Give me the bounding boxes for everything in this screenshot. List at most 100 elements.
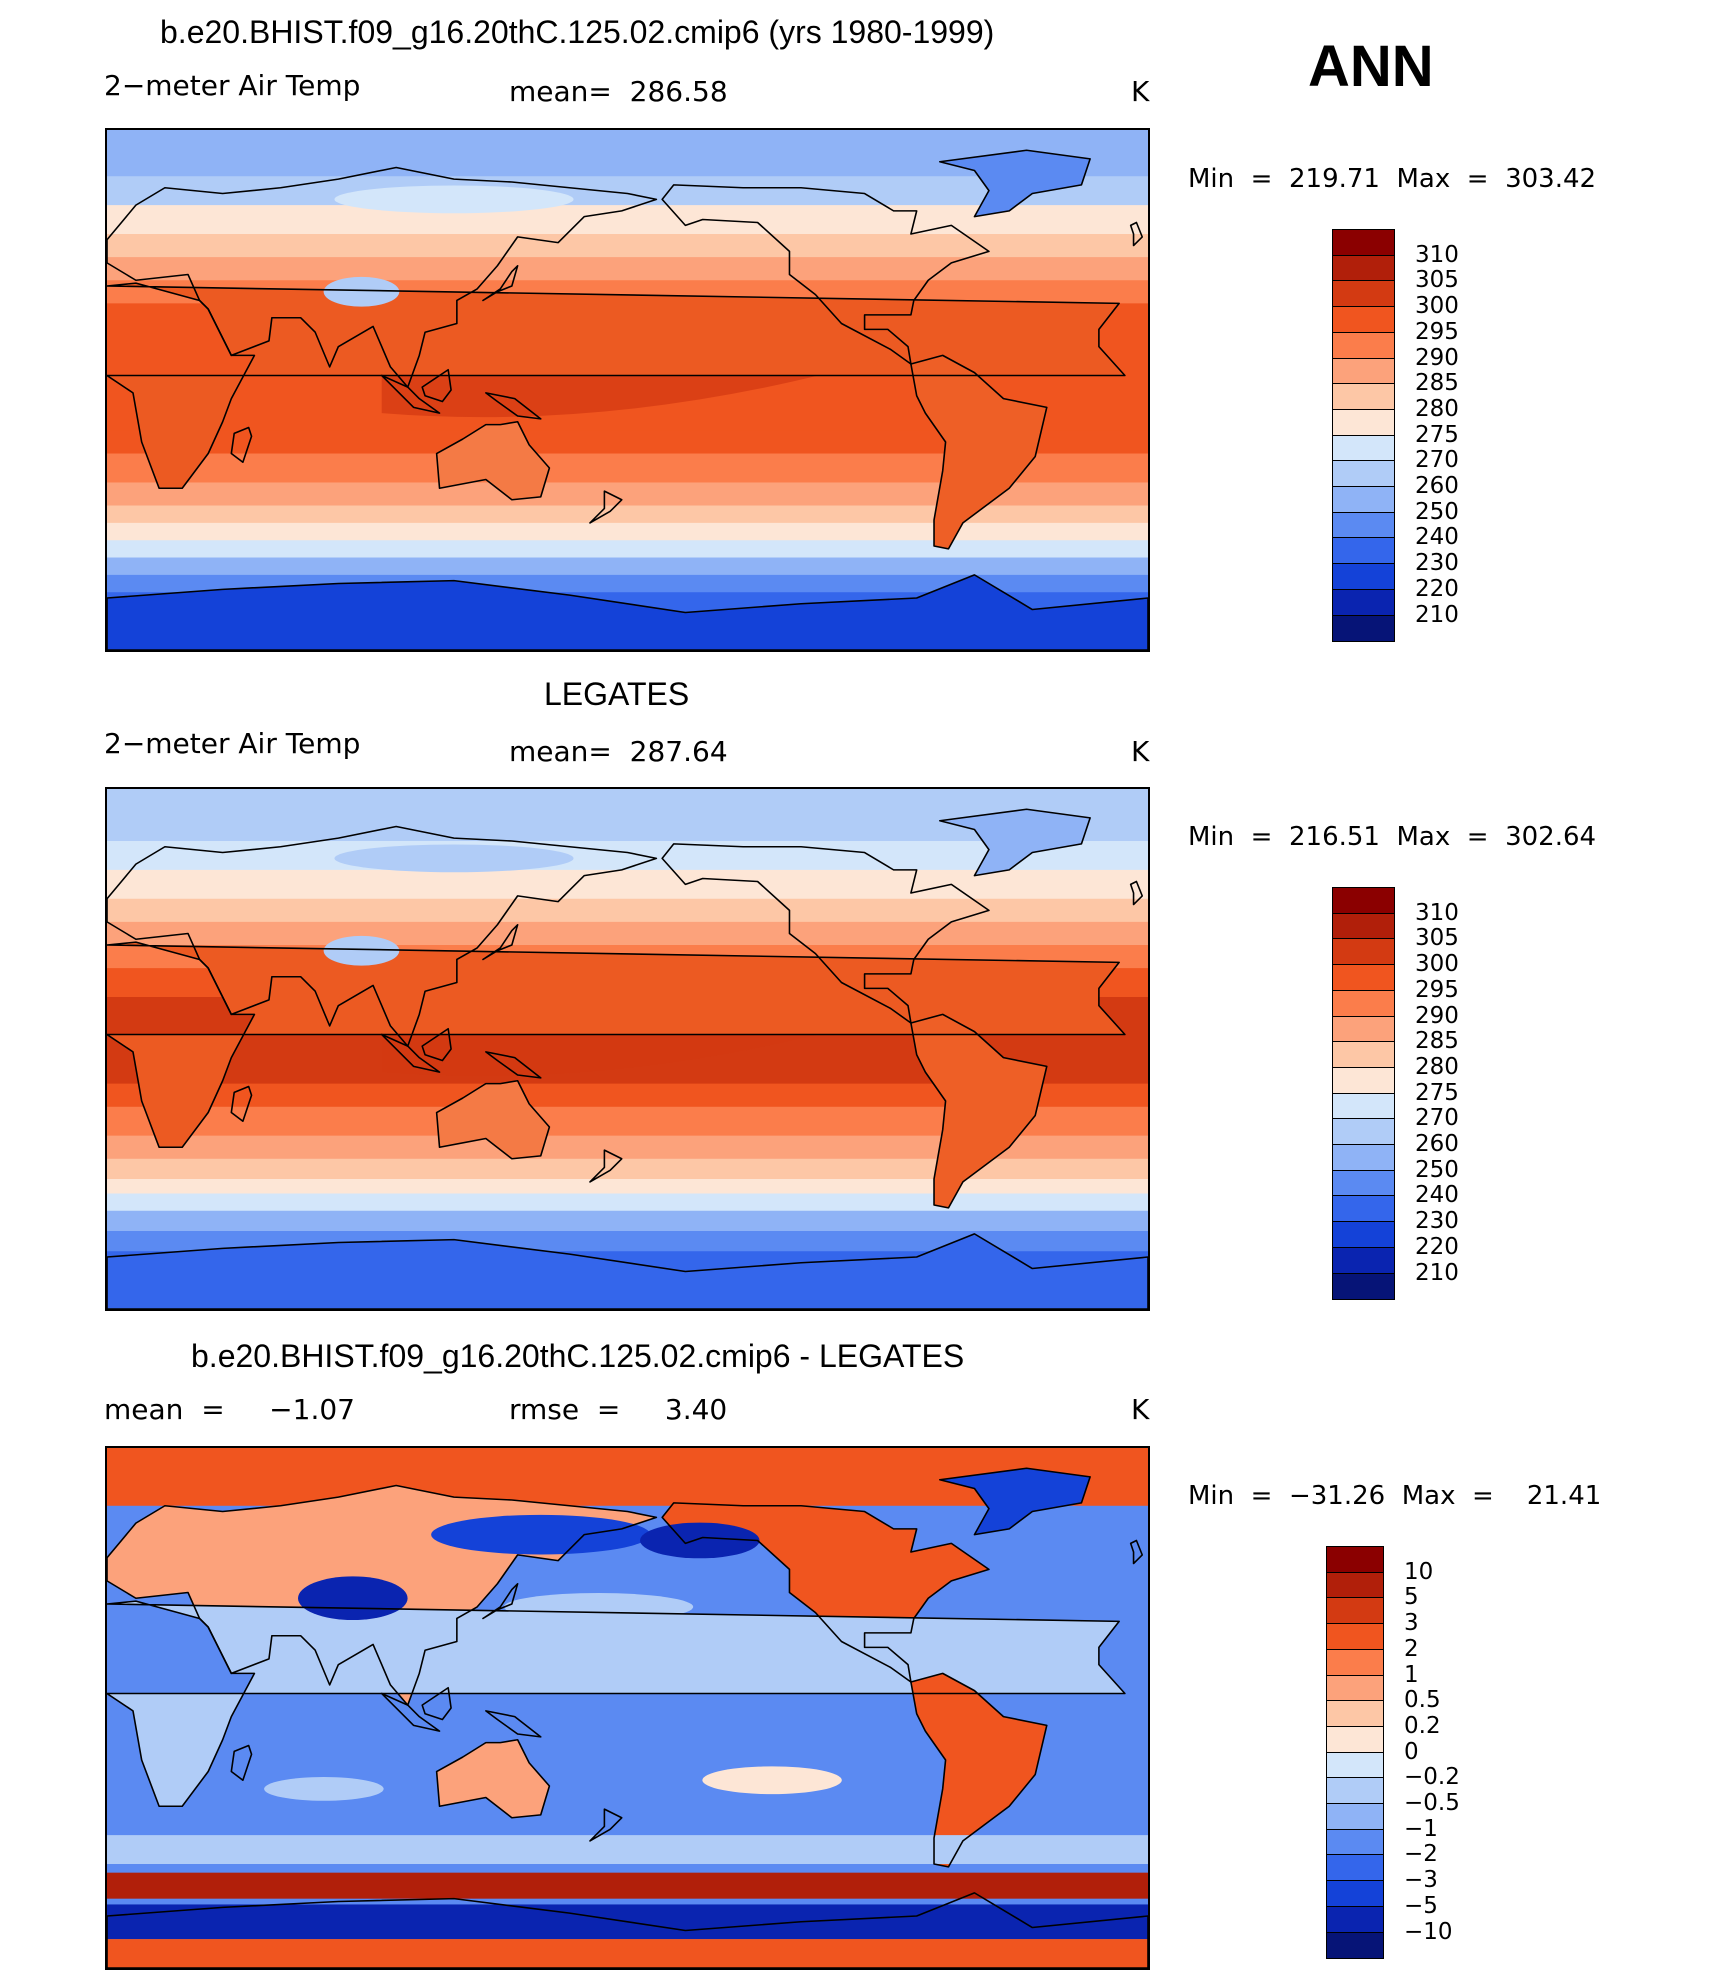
- colorbar-swatch: [1326, 1700, 1384, 1728]
- colorbar-swatch: [1326, 1905, 1384, 1933]
- colorbar-swatch: [1332, 964, 1395, 992]
- land-samerica: [910, 1014, 1047, 1208]
- sindian-warm: [264, 1776, 384, 1801]
- coastline-australia: [435, 1079, 551, 1160]
- colorbar-tick-label: 3: [1404, 1610, 1419, 1637]
- colorbar-tick-label: 230: [1415, 550, 1459, 577]
- panel-2-units: K: [1131, 735, 1150, 768]
- antarctic-interior: [107, 1939, 1148, 1968]
- coastline-eurasia: [107, 1484, 658, 1706]
- coastline-africa: [107, 282, 1126, 490]
- coastline-greenland: [939, 808, 1091, 877]
- colorbar-tick-label: 1: [1404, 1661, 1419, 1688]
- land-greenland: [939, 809, 1091, 876]
- colorbar-tick-label: 295: [1415, 976, 1459, 1003]
- colorbar-swatch: [1326, 1571, 1384, 1599]
- colorbar-swatch: [1326, 1828, 1384, 1856]
- land-australia-diff: [436, 1739, 550, 1818]
- colorbar-swatch: [1326, 1623, 1384, 1651]
- asia-cold-bias: [298, 1576, 408, 1621]
- southern-ocean-light: [107, 1835, 1148, 1864]
- panel-1-variable-label: 2−meter Air Temp: [104, 69, 361, 102]
- panel-2-variable-label: 2−meter Air Temp: [104, 727, 361, 760]
- colorbar-tick-label: 0.5: [1404, 1687, 1441, 1714]
- coastline-madagascar: [230, 1744, 253, 1782]
- coastline-borneo: [421, 1027, 452, 1062]
- colorbar-tick-label: −10: [1404, 1918, 1453, 1945]
- coastline-indonesia: [380, 374, 441, 414]
- coastline-australia: [435, 420, 551, 501]
- coastline-japan: [482, 264, 519, 302]
- coastline-samerica: [910, 354, 1048, 550]
- panel-3-minmax: Min = −31.26 Max = 21.41: [1188, 1481, 1602, 1511]
- coastline-uk: [1129, 1539, 1144, 1565]
- colorbar-swatch: [1332, 331, 1395, 359]
- colorbar-swatch: [1332, 1221, 1395, 1249]
- colorbar-tick-label: 270: [1415, 1105, 1459, 1132]
- colorbar-tick-label: 300: [1415, 951, 1459, 978]
- colorbar-swatch: [1326, 1854, 1384, 1882]
- coastline-australia: [435, 1738, 551, 1819]
- coastline-africa: [107, 941, 1126, 1149]
- colorbar-swatch: [1332, 989, 1395, 1017]
- temperature-band: [107, 505, 1148, 524]
- panel-2-map: [105, 787, 1150, 1311]
- colorbar-tick-label: 0: [1404, 1738, 1419, 1765]
- colorbar-tick-label: 5: [1404, 1584, 1419, 1611]
- colorbar-tick-label: 300: [1415, 293, 1459, 320]
- colorbar-swatch: [1332, 254, 1395, 282]
- colorbar-swatch: [1332, 938, 1395, 966]
- map-svg: [107, 789, 1148, 1309]
- colorbar-swatch: [1326, 1674, 1384, 1702]
- colorbar-swatch: [1332, 1041, 1395, 1069]
- panel-1-map: [105, 128, 1150, 652]
- colorbar-swatch: [1332, 912, 1395, 940]
- colorbar-tick-label: 290: [1415, 1002, 1459, 1029]
- land-samerica: [910, 355, 1047, 549]
- coastline-eurasia: [107, 166, 658, 388]
- coastline-namerica: [661, 1502, 990, 1683]
- temperature-band: [107, 540, 1148, 559]
- colorbar-tick-label: 10: [1404, 1558, 1434, 1585]
- colorbar-tick-label: −0.2: [1404, 1764, 1460, 1791]
- colorbar-tick-label: 305: [1415, 925, 1459, 952]
- colorbar-swatch: [1332, 1144, 1395, 1172]
- colorbar-swatch: [1332, 280, 1395, 308]
- colorbar-tick-label: 310: [1415, 899, 1459, 926]
- temperature-band: [107, 205, 1148, 235]
- colorbar-swatch: [1332, 460, 1395, 488]
- colorbar-swatch: [1332, 511, 1395, 539]
- colorbar-tick-label: 210: [1415, 601, 1459, 628]
- colorbar-swatch: [1326, 1546, 1384, 1574]
- panel-1-mean-label: mean= 286.58: [509, 75, 728, 108]
- colorbar-tick-label: 280: [1415, 1053, 1459, 1080]
- colorbar-tick-label: 275: [1415, 421, 1459, 448]
- colorbar-tick-label: 270: [1415, 447, 1459, 474]
- colorbar-tick-label: 275: [1415, 1079, 1459, 1106]
- siberia-cold-bias: [431, 1514, 651, 1555]
- colorbar-tick-label: 260: [1415, 473, 1459, 499]
- season-label: ANN: [1308, 34, 1434, 99]
- colorbar-tick-label: 295: [1415, 318, 1459, 345]
- colorbar-tick-label: 220: [1415, 1233, 1459, 1260]
- coastline-indonesia: [380, 1692, 441, 1732]
- temperature-band: [107, 1158, 1148, 1180]
- coastline-borneo: [421, 1686, 452, 1721]
- colorbar-tick-label: 305: [1415, 267, 1459, 294]
- land-africa-diff: [107, 1601, 1125, 1807]
- land-antarctica: [107, 1233, 1148, 1309]
- coastline-ng: [485, 392, 542, 420]
- colorbar-tick-label: −2: [1404, 1841, 1438, 1868]
- temperature-band: [107, 176, 1148, 207]
- colorbar-tick-label: 260: [1415, 1131, 1459, 1157]
- alaska-cold-bias: [640, 1522, 760, 1559]
- coastline-africa: [107, 1600, 1126, 1808]
- temperature-band: [107, 1179, 1148, 1195]
- colorbar-swatch: [1332, 357, 1395, 385]
- colorbar-swatch: [1326, 1751, 1384, 1779]
- colorbar-swatch: [1332, 306, 1395, 334]
- colorbar-swatch: [1326, 1777, 1384, 1805]
- colorbar-swatch: [1326, 1803, 1384, 1831]
- colorbar-swatch: [1332, 1015, 1395, 1043]
- colorbar-swatch: [1332, 588, 1395, 616]
